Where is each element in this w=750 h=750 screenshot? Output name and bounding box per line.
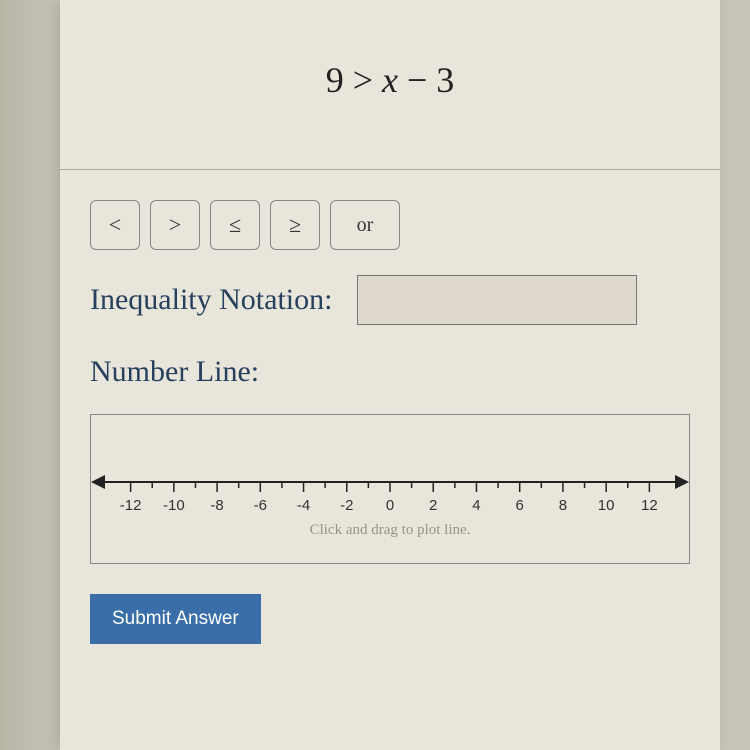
svg-text:-6: -6	[254, 497, 267, 514]
submit-row: Submit Answer	[60, 564, 720, 644]
svg-text:-12: -12	[120, 497, 142, 514]
eq-left: 9	[326, 60, 344, 100]
inequality-expression: 9 > x − 3	[326, 59, 455, 101]
eq-minus: −	[407, 60, 427, 100]
svg-text:-2: -2	[340, 497, 353, 514]
numberline-label-row: Number Line:	[60, 340, 720, 404]
inequality-input[interactable]	[357, 275, 637, 325]
inequality-label: Inequality Notation:	[90, 283, 332, 317]
svg-text:-4: -4	[297, 497, 310, 514]
number-line-area[interactable]: -12 -10 -8 -6 -4 -2 0 2 4 6 8 10 12 Click and drag t…	[90, 414, 690, 564]
svg-text:10: 10	[598, 497, 615, 514]
svg-text:0: 0	[386, 497, 394, 514]
less-than-button[interactable]: <	[90, 200, 140, 250]
svg-text:4: 4	[472, 497, 480, 514]
greater-equal-button[interactable]: ≥	[270, 200, 320, 250]
svg-text:6: 6	[516, 497, 524, 514]
eq-var: x	[382, 60, 398, 100]
eq-const: 3	[436, 60, 454, 100]
submit-button[interactable]: Submit Answer	[90, 594, 261, 644]
svg-text:-8: -8	[210, 497, 223, 514]
svg-text:8: 8	[559, 497, 567, 514]
inequality-row: Inequality Notation:	[60, 260, 720, 340]
left-margin	[0, 0, 60, 750]
number-line-hint: Click and drag to plot line.	[91, 522, 689, 539]
svg-text:2: 2	[429, 497, 437, 514]
greater-than-button[interactable]: >	[150, 200, 200, 250]
svg-text:-10: -10	[163, 497, 185, 514]
symbol-toolbar: <>≤≥or	[60, 170, 720, 260]
numberline-label: Number Line:	[90, 355, 259, 389]
less-equal-button[interactable]: ≤	[210, 200, 260, 250]
eq-op: >	[353, 60, 373, 100]
or-button[interactable]: or	[330, 200, 400, 250]
svg-text:12: 12	[641, 497, 658, 514]
equation-section: 9 > x − 3	[60, 0, 720, 170]
worksheet-page: 9 > x − 3 <>≤≥or Inequality Notation: Nu…	[60, 0, 720, 750]
number-line-axis[interactable]: -12 -10 -8 -6 -4 -2 0 2 4 6 8 10 12	[91, 470, 689, 520]
